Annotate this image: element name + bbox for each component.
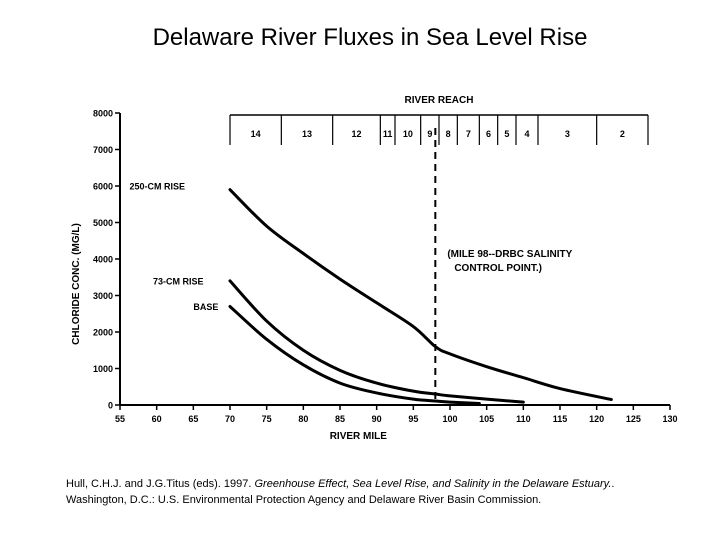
reach-label: 12 <box>351 129 361 139</box>
y-tick-label: 3000 <box>93 291 113 301</box>
reach-label: 14 <box>251 129 261 139</box>
series-label: 73-CM RISE <box>153 276 204 286</box>
x-tick-label: 90 <box>372 414 382 424</box>
x-tick-label: 120 <box>589 414 604 424</box>
x-tick-label: 110 <box>516 414 531 424</box>
y-tick-label: 5000 <box>93 218 113 228</box>
x-tick-label: 55 <box>115 414 125 424</box>
x-tick-label: 65 <box>188 414 198 424</box>
x-tick-label: 125 <box>626 414 641 424</box>
series-line <box>228 279 525 404</box>
series-label: 250-CM RISE <box>130 182 186 192</box>
citation-authors: Hull, C.H.J. and J.G.Titus (eds). 1997. <box>66 478 252 490</box>
x-tick-label: 70 <box>225 414 235 424</box>
control-point-label: (MILE 98--DRBC SALINITY <box>447 249 572 260</box>
reach-label: 13 <box>302 129 312 139</box>
reach-header: RIVER REACH <box>405 95 474 106</box>
citation: Hull, C.H.J. and J.G.Titus (eds). 1997. … <box>66 476 666 508</box>
reach-label: 8 <box>446 129 451 139</box>
x-tick-label: 105 <box>479 414 494 424</box>
reach-label: 2 <box>620 129 625 139</box>
x-tick-label: 130 <box>662 414 677 424</box>
series-label: BASE <box>193 302 218 312</box>
reach-label: 9 <box>427 129 432 139</box>
reach-label: 3 <box>565 129 570 139</box>
y-tick-label: 0 <box>108 401 113 411</box>
x-tick-label: 75 <box>262 414 272 424</box>
y-tick-label: 1000 <box>93 364 113 374</box>
x-tick-label: 80 <box>298 414 308 424</box>
reach-label: 11 <box>383 129 393 139</box>
x-tick-label: 100 <box>442 414 457 424</box>
x-axis-label: RIVER MILE <box>330 431 388 442</box>
slide-title: Delaware River Fluxes in Sea Level Rise <box>152 24 588 51</box>
series-line <box>228 304 481 406</box>
citation-title: Greenhouse Effect, Sea Level Rise, and S… <box>254 478 612 490</box>
y-axis-label: CHLORIDE CONC. (MG/L) <box>71 223 82 345</box>
reach-label: 7 <box>466 129 471 139</box>
y-tick-label: 2000 <box>93 328 113 338</box>
x-tick-label: 60 <box>152 414 162 424</box>
citation-publisher: . Washington, D.C.: U.S. Environmental P… <box>66 478 615 506</box>
x-tick-label: 95 <box>408 414 418 424</box>
reach-label: 6 <box>486 129 491 139</box>
control-point-label: CONTROL POINT.) <box>454 263 542 274</box>
reach-label: 5 <box>504 129 509 139</box>
y-tick-label: 7000 <box>93 145 113 155</box>
x-tick-label: 85 <box>335 414 345 424</box>
x-tick-label: 115 <box>553 414 568 424</box>
reach-label: 10 <box>403 129 413 139</box>
series-line <box>228 188 613 402</box>
y-tick-label: 6000 <box>93 182 113 192</box>
reach-label: 4 <box>524 129 529 139</box>
y-tick-label: 8000 <box>93 109 113 119</box>
y-tick-label: 4000 <box>93 255 113 265</box>
